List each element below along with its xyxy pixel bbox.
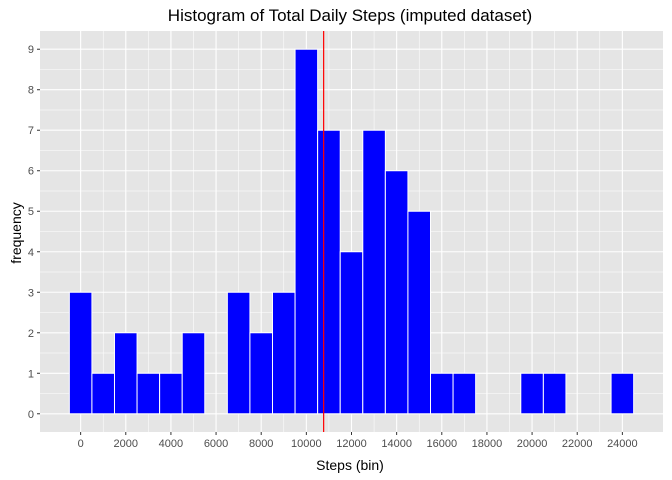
chart-title: Histogram of Total Daily Steps (imputed … [168, 6, 532, 25]
histogram-bar [226, 291, 251, 415]
histogram-bar [113, 332, 138, 415]
histogram-bar [407, 210, 432, 415]
x-tick-label: 0 [78, 438, 84, 450]
histogram-bar [430, 372, 454, 415]
histogram-bar [159, 372, 183, 415]
x-tick-label: 16000 [426, 438, 457, 450]
y-tick-label: 3 [28, 287, 34, 299]
histogram-bar [249, 332, 273, 415]
histogram-bar [271, 291, 296, 415]
histogram-bar [68, 291, 93, 415]
y-tick-label: 0 [28, 409, 34, 421]
histogram-bars [68, 48, 635, 415]
x-tick-label: 12000 [336, 438, 367, 450]
histogram-bar [339, 251, 364, 415]
histogram-bar [384, 170, 409, 415]
histogram-bar [317, 129, 341, 415]
histogram-bar [91, 372, 115, 415]
histogram-bar [542, 372, 567, 415]
histogram-bar [610, 372, 635, 415]
x-tick-label: 4000 [159, 438, 183, 450]
y-tick-label: 9 [28, 44, 34, 56]
x-tick-label: 2000 [114, 438, 138, 450]
y-tick-label: 4 [28, 247, 34, 259]
histogram-bar [362, 129, 386, 415]
x-tick-label: 8000 [249, 438, 273, 450]
x-tick-label: 10000 [291, 438, 322, 450]
histogram-bar [136, 372, 161, 415]
x-tick-label: 14000 [381, 438, 412, 450]
histogram-bar [294, 48, 319, 415]
histogram-bar [452, 372, 477, 415]
y-tick-label: 7 [28, 125, 34, 137]
x-axis-title: Steps (bin) [316, 457, 384, 473]
x-tick-label: 18000 [472, 438, 503, 450]
x-axis-ticks: 0 2000 4000 6000 8000 10000 12000 14000 16000 180… [78, 432, 638, 450]
y-axis-title: frequency [8, 202, 24, 263]
y-tick-label: 2 [28, 328, 34, 340]
y-tick-label: 8 [28, 85, 34, 97]
y-axis-ticks: 0 1 2 3 4 5 6 7 8 9 [28, 44, 40, 421]
x-tick-label: 24000 [607, 438, 638, 450]
y-tick-label: 5 [28, 206, 34, 218]
x-tick-label: 22000 [562, 438, 593, 450]
histogram-bar [181, 332, 206, 415]
y-tick-label: 6 [28, 166, 34, 178]
histogram-bar [520, 372, 544, 415]
x-tick-label: 20000 [517, 438, 548, 450]
x-tick-label: 6000 [204, 438, 228, 450]
y-tick-label: 1 [28, 368, 34, 380]
